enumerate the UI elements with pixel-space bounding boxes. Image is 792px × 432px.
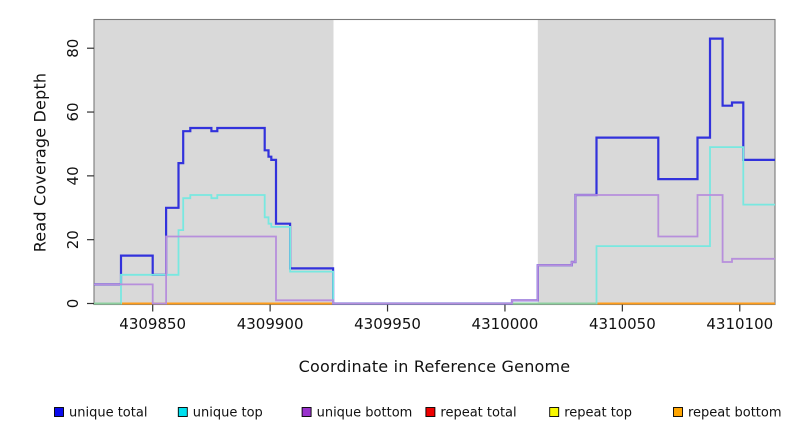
x-tick-label: 4309850 [119,315,186,333]
shaded-region [537,20,775,304]
legend-label-repeat-bottom: repeat bottom [688,406,782,421]
unique-top-line [94,146,775,305]
legend-swatch-unique-top [177,407,188,417]
x-tick-label: 4309900 [237,315,304,333]
y-tick-label: 20 [64,230,82,249]
y-tick-label: 80 [64,39,82,58]
legend-swatch-repeat-total [425,407,436,417]
y-axis-title: Read Coverage Depth [30,72,50,253]
legend-label-unique-top: unique top [193,406,263,421]
legend-swatch-repeat-bottom [673,407,683,417]
legend-label-repeat-total: repeat total [440,406,516,421]
legend-label-unique-bottom: unique bottom [317,406,413,421]
y-tick-label: 40 [64,166,82,185]
legend-swatch-unique-total [54,407,64,417]
y-tick-label: 0 [64,299,82,309]
legend-swatch-repeat-top [549,407,560,417]
x-tick-label: 4310050 [589,315,656,333]
legend-swatch-unique-bottom [301,407,312,417]
shaded-region [94,20,334,304]
unique-bottom-line [94,194,775,305]
x-tick-label: 4310000 [472,315,539,333]
x-tick-label: 4310100 [706,315,773,333]
legend-label-repeat-top: repeat top [564,406,632,421]
legend-label-unique-total: unique total [69,406,147,421]
x-axis-title: Coordinate in Reference Genome [298,357,571,376]
y-tick-label: 60 [64,102,82,121]
x-tick-label: 4309950 [354,315,421,333]
